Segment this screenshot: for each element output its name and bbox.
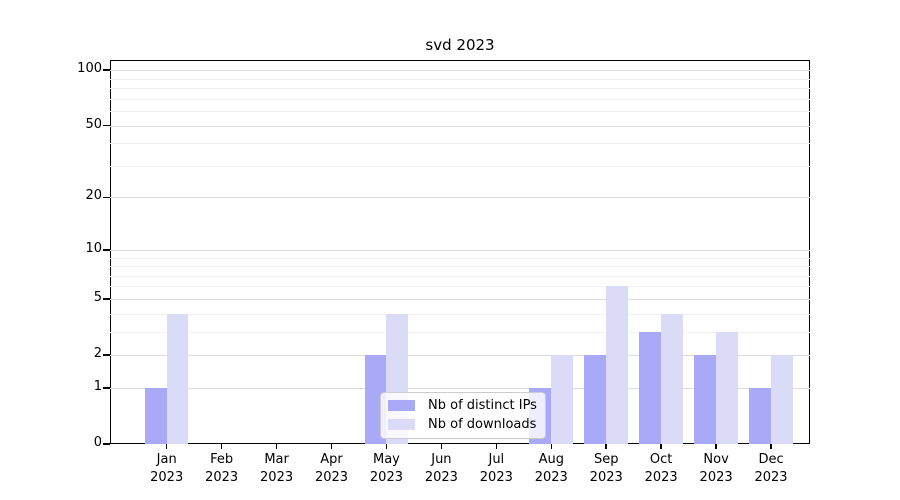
bar-downloads-oct: [661, 313, 683, 444]
bar-distinct-ips-sep: [584, 355, 607, 444]
bar-distinct-ips-dec: [749, 387, 772, 444]
y-axis-tick-mark: [103, 354, 110, 356]
gridline-minor: [110, 313, 810, 315]
y-axis-tick-mark: [103, 387, 110, 389]
y-axis-tick-label: 50: [85, 116, 102, 132]
x-axis-tick-mark: [440, 444, 443, 449]
y-axis-tick-mark: [103, 196, 110, 199]
bar-downloads-nov: [716, 331, 738, 444]
bar-distinct-ips-oct: [639, 331, 662, 444]
y-axis-tick-label: 0: [93, 435, 102, 450]
chart-title: svd 2023: [425, 36, 495, 54]
x-axis-tick-label: Jan 2023: [150, 452, 184, 485]
gridline-major: [110, 197, 810, 199]
bar-downloads-dec: [771, 355, 793, 444]
x-axis-tick-mark: [550, 444, 553, 449]
gridline-minor: [110, 257, 810, 259]
gridline-major: [110, 355, 810, 357]
y-axis-tick-mark: [103, 124, 110, 127]
x-axis-tick-mark: [715, 444, 717, 449]
gridline-major: [110, 387, 810, 389]
legend-label-downloads: Nb of downloads: [428, 417, 537, 432]
legend-swatch-downloads: [388, 419, 415, 430]
gridline-major: [110, 125, 810, 127]
legend: Nb of distinct IPs Nb of downloads: [380, 392, 546, 439]
x-axis-tick-mark: [165, 444, 168, 449]
gridline-major: [110, 70, 810, 72]
gridline-minor: [110, 286, 810, 288]
y-axis-tick-mark: [103, 298, 110, 300]
bar-distinct-ips-jan: [144, 387, 167, 444]
plot-area: [110, 60, 810, 444]
gridline-minor: [110, 331, 810, 333]
gridline-major: [110, 298, 810, 300]
y-axis-tick-mark: [103, 69, 110, 71]
y-axis-tick-label: 10: [85, 240, 102, 256]
gridline-minor: [110, 78, 810, 80]
x-axis-tick-label: Dec 2023: [754, 452, 788, 485]
x-axis-tick-mark: [330, 444, 333, 449]
x-axis-tick-mark: [385, 444, 388, 449]
gridline-minor: [110, 98, 810, 100]
x-axis-tick-mark: [220, 444, 223, 449]
x-axis-tick-label: Jun 2023: [424, 452, 458, 485]
bar-downloads-jan: [166, 313, 189, 444]
x-axis-tick-label: Mar 2023: [260, 452, 294, 485]
y-axis-tick-label: 5: [93, 289, 102, 305]
x-axis-tick-label: Oct 2023: [644, 452, 678, 485]
legend-item-distinct-ips: Nb of distinct IPs: [388, 398, 537, 413]
bar-downloads-sep: [606, 286, 629, 444]
y-axis-tick-label: 1: [93, 378, 102, 394]
gridline-minor: [110, 111, 810, 113]
x-axis-tick-label: Aug 2023: [534, 452, 568, 485]
x-axis-tick-mark: [495, 444, 498, 449]
gridline-minor: [110, 275, 810, 277]
x-axis-tick-mark: [770, 444, 772, 449]
y-axis-tick-label: 100: [77, 61, 102, 77]
x-axis-tick-label: Sep 2023: [589, 452, 623, 485]
gridline-minor: [110, 266, 810, 268]
x-axis-tick-mark: [275, 444, 278, 449]
x-axis-tick-label: Apr 2023: [314, 452, 349, 485]
x-axis-tick-mark: [660, 444, 662, 449]
x-axis-tick-label: Feb 2023: [205, 452, 239, 485]
gridline-minor: [110, 88, 810, 90]
gridline-major: [110, 249, 810, 251]
x-axis-tick-mark: [605, 444, 607, 449]
y-axis-tick-mark: [103, 443, 110, 445]
x-axis-tick-label: May 2023: [369, 452, 403, 485]
legend-label-distinct-ips: Nb of distinct IPs: [428, 398, 537, 413]
gridline-minor: [110, 143, 810, 145]
bar-downloads-aug: [551, 355, 574, 444]
y-axis-tick-label: 20: [85, 188, 102, 204]
legend-swatch-distinct-ips: [388, 400, 415, 411]
y-axis-tick-label: 2: [93, 346, 102, 362]
x-axis-tick-label: Nov 2023: [699, 452, 733, 485]
y-axis-tick-mark: [103, 249, 110, 251]
gridline-minor: [110, 165, 810, 167]
legend-item-downloads: Nb of downloads: [388, 417, 536, 432]
bar-distinct-ips-nov: [694, 355, 717, 444]
x-axis-tick-label: Jul 2023: [479, 452, 513, 485]
